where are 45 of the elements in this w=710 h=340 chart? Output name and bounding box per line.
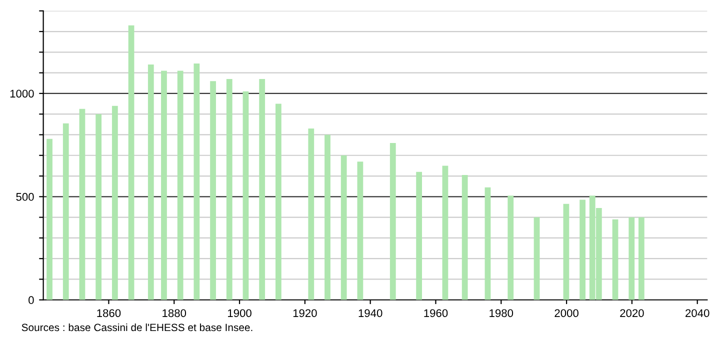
bar [62,123,69,300]
x-tick-label: 1920 [293,309,317,318]
y-tick-label: 500 [16,192,34,201]
bar [242,91,249,300]
bar [638,217,644,300]
bar [628,217,635,300]
bar [177,70,184,300]
x-tick-label: 2040 [686,309,710,318]
bar [259,79,266,300]
x-tick-label: 2020 [620,309,644,318]
y-tick-label: 0 [28,296,34,304]
x-tick-label: 1880 [162,309,186,318]
bar [416,172,422,300]
x-tick-label: 1980 [490,309,514,318]
bar [612,219,618,300]
bar [112,106,118,300]
bar [96,114,102,300]
bar [148,64,154,300]
bar [79,108,86,300]
bar [563,204,570,300]
bar [390,142,396,300]
x-tick-label: 1900 [228,309,252,318]
bar [128,25,134,300]
bar [442,166,448,300]
x-tick-label: 1960 [424,309,448,318]
bar [484,187,491,300]
bar [508,196,514,300]
bar [580,200,586,300]
x-tick-label: 2000 [554,309,578,318]
y-tick-label: 1000 [10,90,34,98]
bar [340,155,347,300]
bar [275,104,282,300]
x-tick-label: 1940 [358,309,382,318]
bar [161,70,167,300]
bar [534,217,540,300]
x-tick-label: 1860 [97,309,121,318]
bar [324,134,330,300]
source-note: Sources : base Cassini de l'EHESS et base Insee. [22,323,252,332]
bar [46,138,52,300]
bar [210,81,216,300]
bar [357,162,364,300]
bar [462,174,468,300]
bar [194,64,200,300]
bar [308,128,314,300]
bar [226,79,232,300]
